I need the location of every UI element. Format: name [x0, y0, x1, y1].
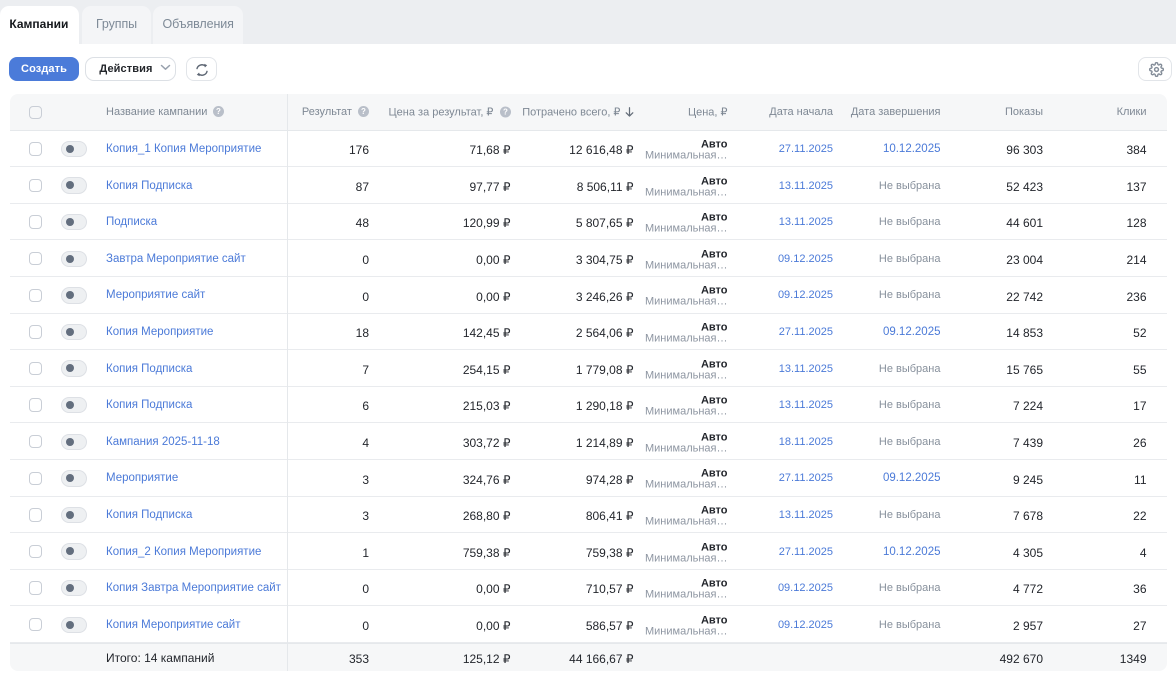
svg-text:?: ? [503, 108, 508, 117]
svg-text:?: ? [217, 107, 222, 116]
svg-text:?: ? [361, 107, 366, 116]
